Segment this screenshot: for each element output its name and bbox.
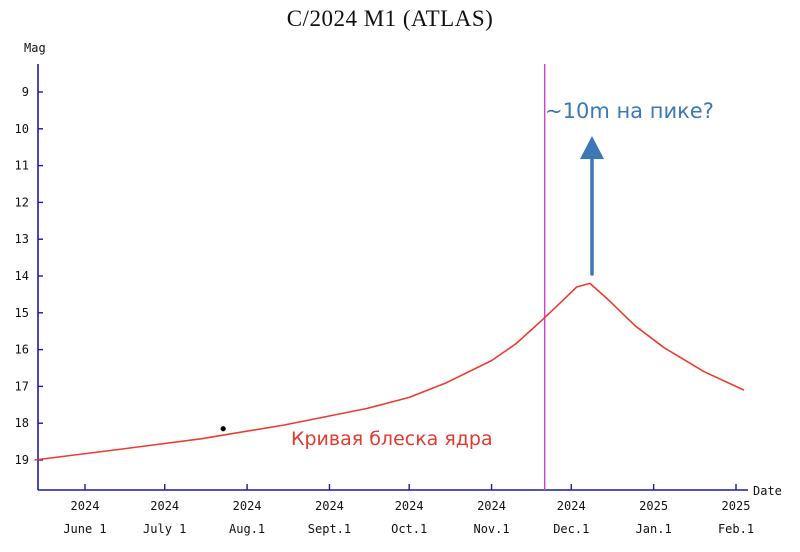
- x-tick-year: 2024: [477, 499, 506, 513]
- x-tick-label: Oct.1: [391, 522, 427, 536]
- curve-annotation: Кривая блеска ядра: [291, 428, 493, 450]
- lightcurve-line: [34, 282, 745, 461]
- x-axis-label: Date: [753, 484, 782, 498]
- x-tick-year: 2024: [395, 499, 424, 513]
- x-tick-label: July 1: [143, 522, 186, 536]
- x-tick-label: Nov.1: [473, 522, 509, 536]
- x-tick-year: 2024: [71, 499, 100, 513]
- annotation-layer: ~10m на пике? Кривая блеска ядра: [291, 99, 714, 450]
- x-tick-year: 2024: [150, 499, 179, 513]
- y-tick-label: 18: [15, 416, 29, 430]
- y-axis-label: Mag: [24, 41, 46, 55]
- y-tick-label: 9: [22, 85, 29, 99]
- x-tick-year: 2024: [233, 499, 262, 513]
- ticks: 9 10 11 12 13 14 15 16 17 18 19 2024 June 1 2024 July …: [15, 85, 755, 536]
- x-tick-year: 2025: [722, 499, 751, 513]
- y-tick-label: 16: [15, 343, 29, 357]
- peak-annotation: ~10m на пике?: [545, 99, 714, 123]
- observations-layer: [220, 426, 226, 432]
- observation-point: [220, 426, 226, 432]
- y-tick-label: 19: [15, 453, 29, 467]
- axes: [37, 64, 748, 491]
- x-tick-year: 2024: [557, 499, 586, 513]
- x-tick-label: Dec.1: [553, 522, 589, 536]
- y-tick-label: 15: [15, 306, 29, 320]
- y-tick-label: 14: [15, 269, 29, 283]
- x-tick-label: Jan.1: [636, 522, 672, 536]
- y-tick-label: 13: [15, 232, 29, 246]
- x-tick-year: 2024: [315, 499, 344, 513]
- peak-arrow-head: [580, 136, 604, 159]
- y-tick-label: 11: [15, 159, 29, 173]
- chart-title: C/2024 M1 (ATLAS): [287, 6, 494, 31]
- x-tick-year: 2025: [639, 499, 668, 513]
- y-tick-label: 10: [15, 122, 29, 136]
- series-layer: [34, 282, 745, 461]
- x-tick-label: June 1: [63, 522, 106, 536]
- x-tick-label: Sept.1: [308, 522, 351, 536]
- x-tick-label: Feb.1: [718, 522, 754, 536]
- y-tick-label: 17: [15, 379, 29, 393]
- x-tick-label: Aug.1: [229, 522, 265, 536]
- y-tick-label: 12: [15, 195, 29, 209]
